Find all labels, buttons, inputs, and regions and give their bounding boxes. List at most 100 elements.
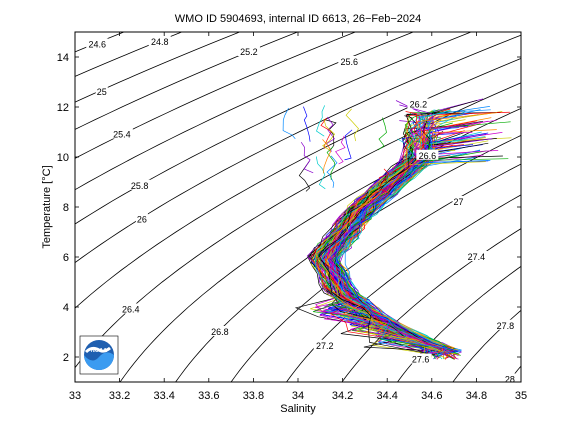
x-tick-label: 33.8 [243, 390, 264, 402]
contour-label-bg [407, 98, 430, 109]
contour-label: 26.2 [410, 100, 428, 110]
profile-line [327, 132, 489, 355]
profile-line [328, 121, 511, 358]
contour-label: 24.8 [151, 37, 169, 47]
density-contour-line [75, 32, 299, 130]
noaa-logo: NOAA [79, 335, 119, 375]
y-axis-label: Temperature [°C] [41, 165, 53, 248]
profile-line [315, 161, 486, 356]
y-tick-label: 6 [63, 252, 69, 264]
profile-line [314, 118, 443, 360]
x-tick-label: 33.2 [109, 390, 130, 402]
contour-label-bg [494, 319, 517, 330]
profile-wisp [316, 105, 326, 137]
profile-wisp [322, 139, 331, 174]
noaa-logo-text: NOAA [91, 348, 107, 354]
density-contour-line [75, 32, 183, 77]
density-contour-line [341, 228, 521, 382]
profile-line [334, 99, 478, 353]
profile-wisp [303, 106, 311, 142]
contour-label: 26 [137, 215, 147, 225]
profile-wisp [322, 119, 336, 151]
contour-label-bg [95, 86, 108, 96]
contour-label-bg [409, 353, 432, 364]
y-tick-label: 4 [63, 302, 69, 314]
y-tick-label: 10 [57, 152, 69, 164]
profile-wisp [335, 135, 346, 165]
contour-label-bg [465, 251, 488, 261]
x-tick-label: 33.4 [153, 390, 174, 402]
x-tick-label: 33.6 [198, 390, 219, 402]
density-contour-labels: 24.6 24.8 25 25.2 25.4 25.6 25.8 26 26.2 26.4 26.6… [86, 36, 517, 385]
profile-line [325, 111, 449, 359]
density-contour-line [75, 58, 521, 309]
contour-label-bg [503, 373, 516, 384]
contour-label: 25 [97, 87, 107, 97]
contour-label-bg [208, 326, 231, 336]
profile-line [318, 155, 503, 356]
x-tick-label: 34.8 [466, 390, 487, 402]
profile-lines [282, 98, 512, 360]
x-tick-label: 34.4 [376, 390, 397, 402]
y-tick-label: 14 [57, 52, 69, 64]
profile-wisp [282, 107, 296, 140]
contour-label: 27 [454, 197, 464, 207]
profile-wisp [344, 129, 353, 161]
contour-label: 26.8 [211, 327, 229, 337]
contour-label: 27.8 [497, 321, 515, 331]
x-tick-label: 33 [69, 390, 81, 402]
profile-wisp [300, 142, 314, 174]
contour-label: 26.6 [419, 151, 437, 161]
density-contour-line [230, 163, 521, 382]
profile-wisp [324, 119, 337, 152]
density-contour-line [75, 32, 357, 159]
contour-label: 25.4 [113, 130, 131, 140]
contour-label-bg [135, 213, 148, 224]
profile-wisp [320, 117, 332, 149]
density-contour-line [452, 309, 521, 382]
profile-line [333, 160, 491, 357]
contour-label: 28 [505, 375, 515, 385]
contour-label-bg [416, 149, 439, 160]
profile-wisp [377, 117, 387, 151]
contour-label-bg [86, 38, 109, 49]
contour-label-bg [148, 36, 171, 46]
y-tick-label: 8 [63, 202, 69, 214]
contour-label: 27.2 [316, 341, 334, 351]
contour-label-bg [110, 128, 133, 139]
x-tick-label: 34.6 [421, 390, 442, 402]
contour-label-bg [237, 46, 260, 56]
density-contour-line [75, 32, 473, 225]
contour-label: 27.4 [468, 252, 486, 262]
density-contour-line [75, 32, 241, 103]
contour-label-bg [128, 179, 151, 190]
contour-label: 24.6 [89, 40, 107, 50]
x-axis-label: Salinity [280, 403, 316, 415]
contour-label: 25.2 [240, 47, 258, 57]
x-tick-label: 34 [292, 390, 304, 402]
y-axis: 2 4 6 8 10 12 14 [57, 52, 521, 364]
profile-wisp [326, 155, 338, 188]
density-contour-line [119, 107, 521, 382]
x-tick-label: 34.2 [332, 390, 353, 402]
profile-wisp [345, 108, 359, 142]
contour-label-bg [338, 56, 361, 66]
profile-line [328, 154, 454, 358]
contour-label-bg [452, 196, 465, 206]
chart-title: WMO ID 5904693, internal ID 6613, 26−Feb… [175, 13, 421, 25]
contour-label-bg [119, 303, 142, 314]
density-contour-line [75, 34, 521, 264]
y-tick-label: 12 [57, 102, 69, 114]
contour-label: 27.6 [412, 355, 430, 365]
contour-label: 25.6 [341, 57, 359, 67]
density-contours [75, 32, 521, 382]
contour-label-bg [313, 339, 336, 350]
density-contour-line [175, 134, 521, 382]
profile-line [338, 136, 486, 354]
contour-label: 26.4 [122, 305, 140, 315]
density-contour-line [75, 32, 415, 191]
contour-label: 25.8 [131, 181, 149, 191]
y-tick-label: 2 [63, 352, 69, 364]
